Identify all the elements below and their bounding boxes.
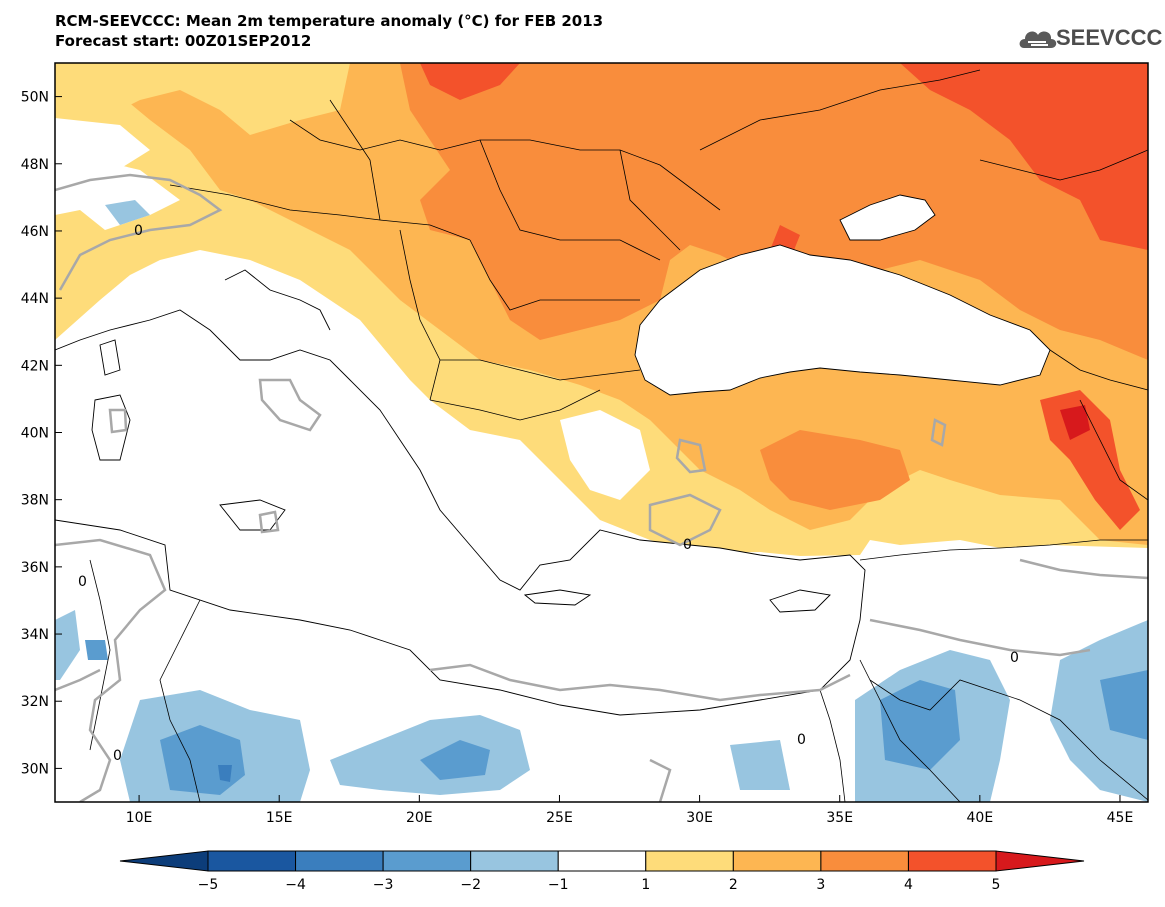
contour-label: 0 [797, 732, 806, 748]
lat-tick-label: 46N [21, 224, 49, 240]
colorbar-label: 3 [816, 877, 825, 893]
latitude-axis: 50N 48N 46N 44N 42N 40N 38N 36N 34N 32N 30N [21, 90, 62, 777]
colorbar-segment [907, 850, 997, 872]
lon-tick-label: 15E [266, 810, 293, 826]
colorbar-label: 4 [904, 877, 913, 893]
colorbar-label: −2 [460, 877, 481, 893]
anomaly-field [55, 63, 1148, 802]
zero-contours [55, 173, 1148, 802]
colorbar-segment [470, 850, 559, 872]
lat-tick-label: 30N [21, 761, 49, 777]
logo-text: SEEVCCC [1056, 25, 1163, 50]
colorbar-segment [382, 850, 472, 872]
lat-tick-label: 32N [21, 694, 49, 710]
lon-tick-label: 20E [406, 810, 433, 826]
lat-tick-label: 42N [21, 358, 49, 374]
contour-label: 0 [113, 748, 122, 764]
contour-label: 0 [78, 574, 87, 590]
lat-tick-label: 38N [21, 493, 49, 509]
lat-tick-label: 50N [21, 90, 49, 106]
map-title: RCM-SEEVCCC: Mean 2m temperature anomaly… [55, 12, 604, 30]
colorbar-segment [732, 850, 822, 872]
lon-tick-label: 35E [826, 810, 853, 826]
colorbar-segment [207, 850, 297, 872]
forecast-start-label: Forecast start: 00Z01SEP2012 [55, 32, 312, 50]
colorbar-segment [295, 850, 384, 872]
colorbar-label: −1 [548, 877, 569, 893]
colorbar-label: 5 [992, 877, 1001, 893]
seevccc-logo: SEEVCCC [1018, 22, 1162, 54]
colorbar-label: −5 [198, 877, 219, 893]
lon-tick-label: 30E [686, 810, 713, 826]
contour-label: 0 [134, 223, 143, 239]
contour-label: 0 [683, 537, 692, 553]
contour-labels: 0 0 0 0 0 0 [78, 223, 1019, 764]
country-borders [89, 69, 1148, 802]
colorbar-segment [820, 850, 909, 872]
lat-tick-label: 44N [21, 291, 49, 307]
colorbar-extend-low [119, 850, 209, 872]
lon-tick-label: 10E [126, 810, 153, 826]
lon-tick-label: 45E [1107, 810, 1134, 826]
cloud-icon [1019, 31, 1057, 48]
lon-tick-label: 25E [546, 810, 573, 826]
colorbar-label: 1 [641, 877, 650, 893]
black-sea [635, 245, 1050, 395]
lat-tick-label: 36N [21, 560, 49, 576]
anomaly-band-4-5 [900, 63, 1148, 250]
colorbar-label: −4 [285, 877, 306, 893]
coastlines [55, 194, 1051, 716]
colorbar-extend-high [995, 850, 1085, 872]
colorbar-segment [645, 850, 734, 872]
lon-tick-label: 40E [967, 810, 994, 826]
lat-tick-label: 40N [21, 426, 49, 442]
colorbar-segment [557, 850, 647, 872]
contour-label: 0 [1010, 650, 1019, 666]
longitude-axis: 10E 15E 20E 25E 30E 35E 40E 45E [126, 795, 1134, 826]
anomaly-band-3-4 [400, 63, 1148, 360]
lat-tick-label: 34N [21, 627, 49, 643]
lat-tick-label: 48N [21, 157, 49, 173]
colorbar: −5 −4 −3 −2 −1 1 2 3 4 5 [119, 850, 1085, 893]
colorbar-label: −3 [373, 877, 394, 893]
colorbar-label: 2 [729, 877, 738, 893]
